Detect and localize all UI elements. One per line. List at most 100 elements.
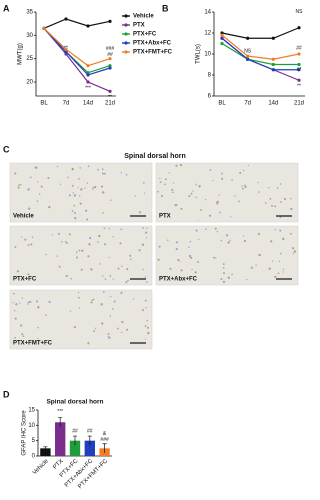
legend-label: Vehicle bbox=[133, 14, 154, 20]
cell bbox=[231, 273, 233, 276]
cell bbox=[29, 300, 32, 304]
point bbox=[220, 41, 224, 46]
error-bar bbox=[58, 417, 63, 427]
point bbox=[271, 57, 275, 61]
cell bbox=[77, 291, 80, 294]
cell bbox=[289, 232, 292, 235]
cell bbox=[79, 167, 81, 169]
cell bbox=[103, 172, 106, 175]
cell bbox=[161, 194, 164, 198]
cell bbox=[234, 195, 236, 197]
cell bbox=[242, 187, 244, 190]
cell bbox=[138, 211, 141, 214]
panel-label: A bbox=[3, 3, 10, 13]
x-tick-label: 7d bbox=[244, 101, 251, 107]
bar bbox=[69, 440, 81, 456]
point bbox=[108, 19, 112, 23]
cell bbox=[27, 188, 30, 191]
cell bbox=[147, 326, 149, 329]
cell bbox=[91, 299, 94, 302]
cell bbox=[14, 310, 16, 312]
cell bbox=[190, 256, 193, 259]
cell bbox=[293, 250, 297, 253]
point bbox=[297, 78, 301, 82]
cell bbox=[134, 195, 137, 197]
cell bbox=[274, 275, 277, 278]
cell bbox=[36, 200, 39, 202]
cell bbox=[241, 185, 243, 187]
cell bbox=[279, 216, 282, 218]
cell bbox=[14, 317, 17, 320]
cell bbox=[179, 164, 183, 167]
y-tick-label: 35 bbox=[26, 10, 33, 16]
cell bbox=[159, 181, 162, 184]
cell bbox=[246, 278, 248, 281]
cell bbox=[242, 235, 245, 237]
cell bbox=[177, 259, 180, 261]
cell bbox=[121, 331, 123, 334]
cell bbox=[147, 331, 150, 335]
cell bbox=[225, 234, 229, 237]
cell bbox=[20, 324, 23, 327]
cell bbox=[175, 248, 178, 251]
cell bbox=[216, 200, 219, 204]
cell bbox=[258, 253, 261, 257]
cell bbox=[279, 252, 282, 255]
series-line bbox=[43, 27, 111, 92]
cell bbox=[65, 241, 68, 244]
cell bbox=[192, 190, 194, 192]
point bbox=[86, 80, 90, 84]
cell bbox=[168, 172, 170, 174]
cell bbox=[57, 232, 60, 235]
cell bbox=[164, 178, 167, 181]
cell bbox=[120, 228, 123, 231]
bar bbox=[84, 440, 95, 456]
series-line bbox=[43, 18, 111, 29]
cell bbox=[119, 242, 122, 245]
cell bbox=[289, 197, 292, 200]
cell bbox=[277, 272, 280, 275]
cell bbox=[85, 209, 88, 212]
cell bbox=[171, 191, 174, 194]
cell bbox=[84, 187, 86, 189]
cell bbox=[73, 204, 76, 207]
cell bbox=[125, 174, 128, 176]
cell bbox=[37, 181, 39, 183]
annotation: *** bbox=[85, 85, 91, 91]
legend-label: PTX bbox=[133, 23, 145, 29]
point bbox=[64, 50, 68, 54]
cell bbox=[175, 164, 178, 167]
cell bbox=[214, 257, 217, 259]
cell bbox=[130, 258, 132, 261]
cell bbox=[178, 260, 181, 262]
cell bbox=[142, 227, 144, 229]
cell bbox=[48, 206, 51, 209]
cell bbox=[144, 325, 147, 327]
annotation: ** bbox=[108, 95, 112, 101]
point bbox=[42, 26, 46, 30]
cell bbox=[268, 267, 271, 270]
cell bbox=[75, 251, 78, 254]
cell bbox=[264, 202, 267, 204]
cell bbox=[209, 169, 212, 171]
label-bg bbox=[11, 212, 63, 220]
cell bbox=[113, 300, 116, 303]
cell bbox=[101, 172, 104, 175]
y-axis-label: GFAP IHC Score bbox=[22, 410, 28, 456]
point bbox=[64, 17, 68, 21]
cell bbox=[38, 193, 41, 195]
cell bbox=[209, 214, 212, 217]
cell bbox=[67, 176, 69, 179]
bar bbox=[55, 422, 66, 456]
cell bbox=[97, 241, 99, 243]
point bbox=[86, 73, 90, 77]
cell bbox=[17, 186, 20, 189]
cell bbox=[45, 314, 47, 316]
cell bbox=[109, 275, 112, 277]
cell bbox=[175, 203, 178, 206]
point bbox=[246, 36, 250, 40]
panel-label: C bbox=[3, 144, 10, 154]
point bbox=[297, 68, 301, 72]
cell bbox=[21, 236, 23, 238]
cell bbox=[19, 302, 21, 304]
